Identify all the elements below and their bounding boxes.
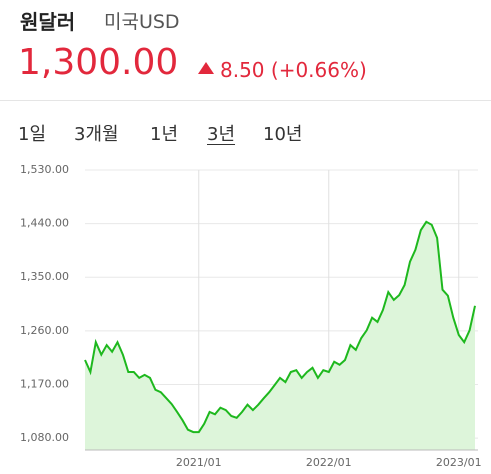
y-tick-label: 1,260.00 — [20, 324, 69, 337]
title: 원달러 — [20, 10, 76, 34]
y-tick-label: 1,080.00 — [20, 431, 69, 444]
change: 8.50 (+0.66%) — [220, 58, 367, 82]
x-tick-label: 2021/01 — [176, 456, 222, 469]
y-tick-label: 1,350.00 — [20, 270, 69, 283]
x-tick-label: 2023/01 — [436, 456, 482, 469]
tab[interactable]: 1년 — [150, 124, 179, 145]
divider — [0, 100, 491, 101]
tab[interactable]: 3개월 — [74, 124, 119, 145]
y-tick-label: 1,530.00 — [20, 163, 69, 176]
line — [84, 220, 476, 434]
up-icon — [198, 62, 214, 74]
tab[interactable]: 1일 — [18, 124, 47, 145]
y-tick-label: 1,440.00 — [20, 217, 69, 230]
area — [85, 221, 475, 450]
y-tick-label: 1,170.00 — [20, 377, 69, 390]
subtitle: 미국USD — [104, 11, 180, 33]
price: 1,300.00 — [18, 42, 179, 83]
tab[interactable]: 3년 — [207, 124, 236, 145]
x-tick-label: 2022/01 — [306, 456, 352, 469]
tab[interactable]: 10년 — [263, 124, 303, 145]
